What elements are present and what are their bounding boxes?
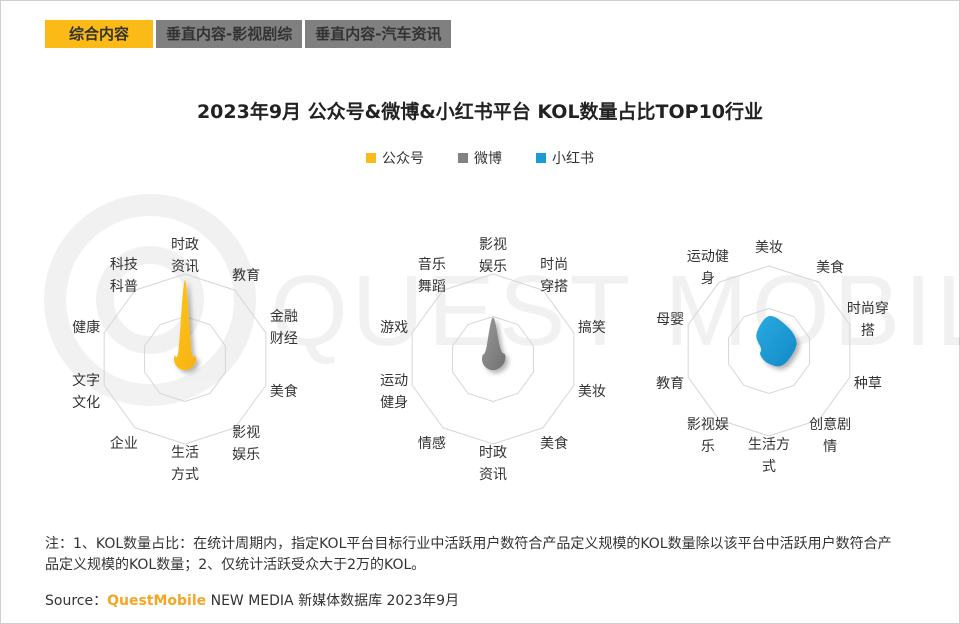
axis-label: 母婴: [656, 312, 684, 328]
legend-label: 小红书: [552, 151, 594, 167]
legend-label: 公众号: [382, 151, 424, 167]
axis-label: 科普: [110, 279, 138, 295]
footnote: 注：1、KOL数量占比：在统计周期内，指定KOL平台目标行业中活跃用户数符合产品…: [45, 536, 892, 573]
axis-label: 搞笑: [578, 320, 606, 336]
axis-label: 娱乐: [232, 447, 260, 463]
radar-outer-ring: [687, 265, 851, 437]
tab-auto[interactable]: 垂直内容-汽车资讯: [305, 20, 452, 48]
axis-label: 娱乐: [479, 259, 507, 275]
chart-title: 2023年9月 公众号&微博&小红书平台 KOL数量占比TOP10行业: [196, 101, 764, 123]
axis-label: 文化: [72, 395, 100, 411]
axis-label: 穿搭: [540, 279, 568, 295]
legend-swatch: [458, 153, 468, 163]
axis-label: 教育: [656, 376, 684, 392]
axis-label: 教育: [232, 268, 260, 284]
axis-label: 美妆: [578, 384, 606, 400]
axis-label: 企业: [110, 435, 138, 452]
axis-label: 种草: [854, 376, 882, 392]
radar-area-公众号: [173, 279, 197, 371]
axis-label: 时政: [171, 237, 199, 253]
axis-label: 乐: [701, 439, 715, 455]
watermark-text: QUEST MOBILE: [270, 255, 960, 367]
radar-area-小红书: [756, 315, 797, 367]
axis-label: 资讯: [479, 467, 507, 483]
axis-label: 影视: [479, 237, 507, 253]
legend-item-xiaohongshu: 小红书: [536, 148, 594, 168]
axis-label: 金融: [270, 309, 298, 325]
radar-area-微博: [481, 317, 506, 371]
axis-label: 美食: [270, 383, 298, 400]
radar-outer-ring: [411, 273, 575, 445]
axis-label: 生活: [171, 445, 199, 461]
axis-label: 情感: [418, 435, 446, 452]
watermark: QUEST MOBILE: [44, 194, 960, 406]
legend-swatch: [536, 153, 546, 163]
axis-label: 搭: [861, 323, 875, 339]
axis-label: 情: [823, 439, 837, 455]
axis-label: 生活方: [748, 437, 790, 453]
axis-label: 时政: [479, 445, 507, 461]
axis-label: 运动: [380, 373, 408, 389]
legend-label: 微博: [474, 151, 502, 167]
axis-label: 健身: [380, 395, 408, 411]
source-text: NEW MEDIA 新媒体数据库 2023年9月: [206, 593, 460, 609]
axis-label: 资讯: [171, 259, 199, 275]
radar-inner-ring: [728, 307, 810, 395]
axis-label: 美食: [540, 435, 568, 452]
radar-outer-ring: [103, 273, 267, 445]
axis-label: 财经: [270, 331, 298, 347]
tab-comprehensive[interactable]: 综合内容: [45, 20, 153, 48]
axis-label: 影视: [232, 425, 260, 441]
source-brand: QuestMobile: [107, 593, 207, 609]
axis-label: 美食: [816, 259, 844, 276]
radar-inner-ring: [144, 315, 226, 403]
radar-inner-ring: [452, 315, 534, 403]
legend-item-wechat: 公众号: [366, 148, 424, 168]
legend: 公众号 微博 小红书: [0, 148, 960, 168]
axis-label: 文字: [72, 373, 100, 389]
axis-label: 美妆: [755, 240, 783, 256]
legend-item-weibo: 微博: [458, 148, 502, 168]
axis-label: 影视娱: [687, 417, 729, 433]
axis-label: 音乐: [418, 256, 446, 273]
axis-label: 舞蹈: [418, 279, 446, 295]
axis-label: 时尚: [540, 257, 568, 273]
tab-film-tv[interactable]: 垂直内容-影视剧综: [156, 20, 303, 48]
tab-bar: 综合内容 垂直内容-影视剧综 垂直内容-汽车资讯: [45, 20, 452, 48]
axis-label: 方式: [171, 467, 199, 483]
legend-swatch: [366, 153, 376, 163]
axis-label: 健康: [72, 319, 100, 336]
axis-label: 科技: [110, 257, 138, 273]
axis-label: 时尚穿: [847, 301, 889, 317]
axis-label: 身: [701, 271, 715, 287]
axis-label: 运动健: [687, 249, 729, 265]
axis-label: 创意剧: [809, 416, 851, 433]
axis-label: 游戏: [380, 320, 408, 336]
axis-label: 式: [762, 459, 776, 475]
source-label: Source：: [45, 593, 108, 609]
source-line: Source：QuestMobile NEW MEDIA 新媒体数据库 2023…: [45, 590, 459, 610]
